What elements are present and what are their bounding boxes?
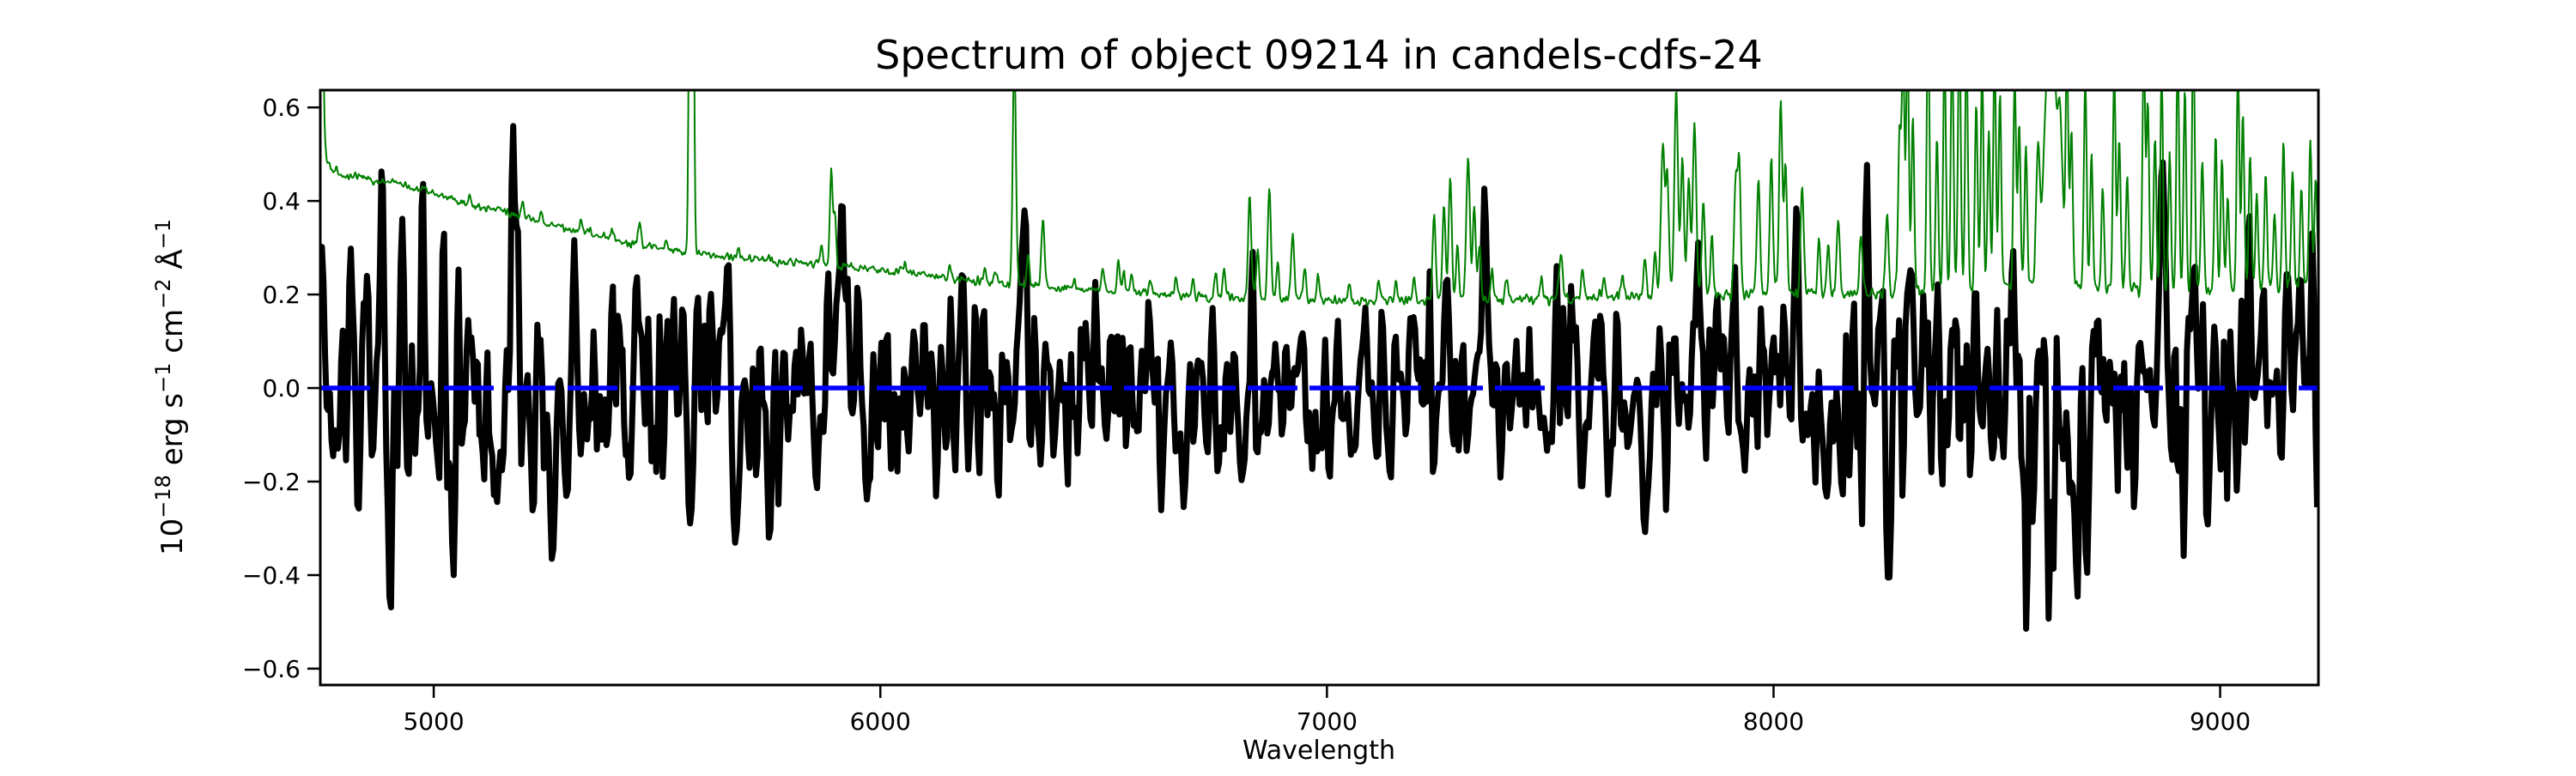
x-tick-label: 7000 [1297,707,1358,736]
x-tick-label: 5000 [403,707,464,736]
y-axis-label: 10−18 erg s−1 cm−2 Å−1 [151,219,190,555]
y-tick-label: 0.0 [262,374,301,403]
y-axis-label-superscript: −18 [151,475,175,518]
y-tick-label: 0.6 [262,94,301,122]
y-tick-label: −0.6 [242,655,301,683]
y-axis-label-superscript: −1 [151,362,175,392]
y-axis-label-text: cm [155,309,190,363]
x-tick-label: 6000 [850,707,911,736]
y-axis-ticks: −0.6 −0.4 −0.2 0.0 0.2 0.4 0.6 [242,94,320,683]
x-axis-ticks: 5000 6000 7000 8000 9000 [403,685,2251,736]
sky-noise-line [323,90,2318,306]
x-tick-label: 8000 [1743,707,1804,736]
y-tick-label: −0.4 [242,561,301,590]
y-axis-label-superscript: −1 [151,219,175,249]
y-tick-label: 0.4 [262,187,301,215]
y-axis-label-text: 10 [155,518,190,555]
x-tick-label: 9000 [2190,707,2251,736]
series-layer [320,90,2318,632]
flux-spectrum-line [320,123,2318,632]
y-axis-label-text: erg s [155,393,190,475]
y-tick-label: 0.2 [262,281,301,309]
y-axis-label-text: Å [155,249,190,278]
plot-title: Spectrum of object 09214 in candels-cdfs… [875,32,1763,78]
y-axis-label-superscript: −2 [151,278,175,308]
x-axis-label: Wavelength [1242,736,1395,766]
y-tick-label: −0.2 [242,468,301,496]
